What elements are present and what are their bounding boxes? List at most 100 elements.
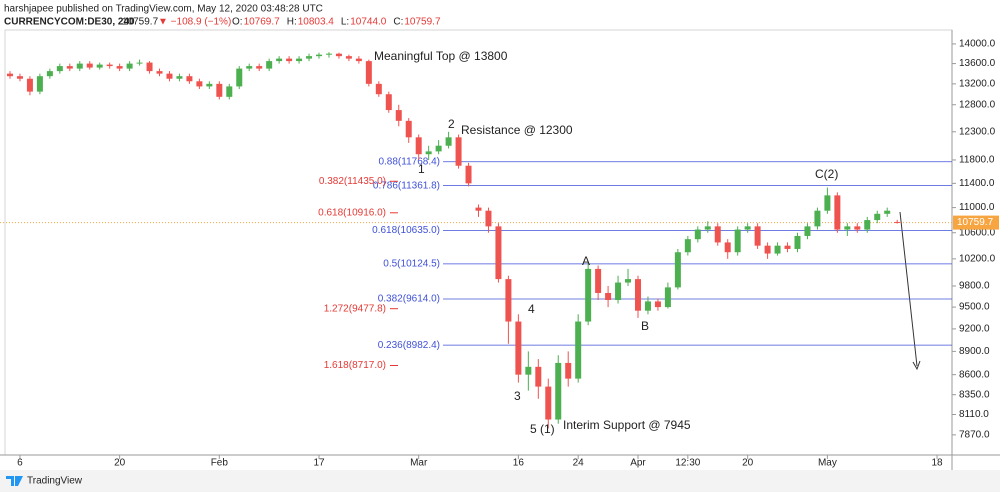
candle-body xyxy=(505,279,512,322)
candle-body xyxy=(754,226,761,246)
annotation: 5 (1) xyxy=(530,422,555,436)
candle-body xyxy=(395,110,402,121)
x-tick-label: 20 xyxy=(114,458,126,469)
candle-body xyxy=(684,239,691,253)
ohlc-key: L: xyxy=(341,17,349,28)
candle-body xyxy=(196,81,203,87)
candle-body xyxy=(186,76,193,82)
candle-body xyxy=(236,68,243,87)
candle-body xyxy=(435,145,442,152)
candle-body xyxy=(804,226,811,236)
candle-body xyxy=(296,58,303,62)
candle-body xyxy=(774,245,781,254)
candle-body xyxy=(485,210,492,227)
annotation: Resistance @ 12300 xyxy=(461,123,573,137)
candle-body xyxy=(734,229,741,253)
annotation: 2 xyxy=(448,117,455,131)
y-tick-label: 12300.0 xyxy=(959,126,996,137)
candle-body xyxy=(625,279,632,283)
x-tick-label: 17 xyxy=(313,458,325,469)
x-tick-label: 6 xyxy=(17,458,23,469)
x-tick-label: Feb xyxy=(211,458,229,469)
projection-label: 0.382(11435.0) xyxy=(319,176,386,187)
candle-body xyxy=(535,366,542,387)
annotation: 1 xyxy=(418,162,425,176)
x-tick-label: 16 xyxy=(513,458,525,469)
candle-body xyxy=(96,64,103,68)
candle-body xyxy=(794,235,801,249)
candle-body xyxy=(495,226,502,280)
candle-body xyxy=(455,137,462,166)
candle-body xyxy=(206,83,213,87)
ohlc-value: 10759.7 xyxy=(404,17,441,28)
candle-body xyxy=(525,366,532,375)
y-tick-label: 9200.0 xyxy=(959,324,990,335)
y-tick-label: 10200.0 xyxy=(959,253,996,264)
brand-logo xyxy=(6,476,23,486)
candle-body xyxy=(16,76,23,79)
y-tick-label: 11400.0 xyxy=(959,178,995,189)
candle-body xyxy=(605,292,612,300)
candle-body xyxy=(894,221,901,223)
y-tick-label: 11000.0 xyxy=(959,202,995,213)
candle-body xyxy=(86,63,93,68)
candle-body xyxy=(76,63,83,69)
candle-body xyxy=(156,71,163,74)
projection-label: 0.618(10916.0) xyxy=(318,207,386,218)
candle-body xyxy=(325,53,332,55)
last: 10759.7 xyxy=(122,17,159,28)
y-tick-label: 7870.0 xyxy=(959,430,990,441)
candle-body xyxy=(425,151,432,155)
candle-body xyxy=(654,301,661,308)
projection-arrow xyxy=(899,211,918,367)
annotation: A xyxy=(582,254,590,268)
candle-body xyxy=(146,62,153,72)
y-tick-label: 9500.0 xyxy=(959,302,990,313)
candle-body xyxy=(864,220,871,230)
symbol: CURRENCYCOM:DE30, 240 xyxy=(4,17,135,28)
y-tick-label: 13200.0 xyxy=(959,78,996,89)
candle-body xyxy=(615,282,622,300)
candle-body xyxy=(166,73,173,79)
candle-body xyxy=(276,58,283,62)
ohlc-key: C: xyxy=(393,17,403,28)
candle-body xyxy=(306,56,313,59)
candle-body xyxy=(874,213,881,221)
ohlc-value: 10744.0 xyxy=(350,17,387,28)
candle-body xyxy=(36,76,43,92)
candle-body xyxy=(515,321,522,375)
ohlc-value: 10803.4 xyxy=(298,17,335,28)
footer-bar xyxy=(0,470,1000,492)
last-price-label: 10759.7 xyxy=(957,217,994,228)
retracement-label: 0.5(10124.5) xyxy=(383,259,440,270)
candle-body xyxy=(355,58,362,62)
candle-body xyxy=(465,165,472,184)
candle-body xyxy=(226,86,233,97)
candle-body xyxy=(814,210,821,227)
candle-body xyxy=(66,66,73,69)
candle-body xyxy=(56,66,63,72)
y-tick-label: 8110.0 xyxy=(959,409,989,420)
candle-body xyxy=(545,386,552,420)
candle-body xyxy=(126,63,133,69)
retracement-label: 0.618(10635.0) xyxy=(372,225,440,236)
candle-body xyxy=(246,66,253,69)
ohlc-key: O: xyxy=(232,17,243,28)
candle-body xyxy=(216,83,223,97)
candle-body xyxy=(834,195,841,230)
candle-body xyxy=(136,62,143,64)
retracement-label: 0.382(9614.0) xyxy=(378,294,440,305)
y-tick-label: 13600.0 xyxy=(959,58,996,69)
candle-body xyxy=(375,83,382,95)
y-tick-label: 8600.0 xyxy=(959,369,990,380)
candle-body xyxy=(345,56,352,59)
candle-body xyxy=(824,195,831,211)
candle-body xyxy=(565,362,572,379)
y-tick-label: 11800.0 xyxy=(959,155,995,166)
candle-body xyxy=(854,226,861,230)
y-tick-label: 10600.0 xyxy=(959,227,996,238)
candle-body xyxy=(6,73,13,77)
arrow-head xyxy=(912,360,921,371)
x-tick-label: 20 xyxy=(742,458,754,469)
